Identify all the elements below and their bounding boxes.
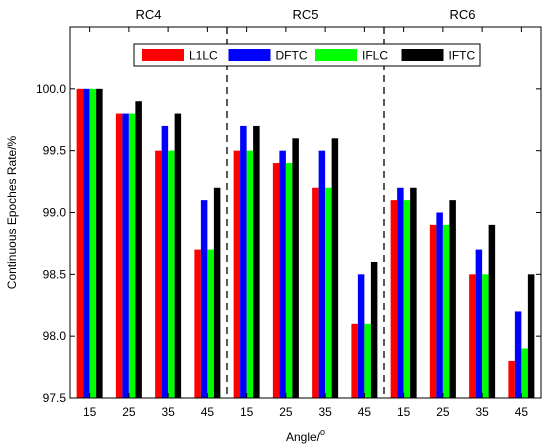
bar-iftc-45 (213, 187, 221, 398)
bar-iftc-15 (253, 125, 260, 399)
y-tick-label: 99.0 (43, 206, 67, 220)
bar-l1lc-35 (155, 150, 162, 398)
x-axis-title-superscript: o (320, 427, 325, 437)
x-tick-label: 25 (122, 405, 136, 419)
bar-iftc-35 (174, 113, 182, 398)
bar-l1lc-35 (312, 187, 319, 398)
bar-iflc-15 (246, 150, 254, 398)
bar-l1lc-25 (115, 113, 123, 398)
y-tick-label: 98.5 (43, 267, 67, 281)
bar-iflc-35 (482, 274, 489, 398)
bar-l1lc-45 (508, 360, 515, 398)
bar-iflc-45 (207, 249, 214, 398)
bar-l1lc-15 (390, 200, 398, 398)
bar-l1lc-45 (351, 323, 358, 398)
group-label-rc4: RC4 (135, 7, 161, 22)
x-tick-label: 45 (358, 405, 372, 419)
x-tick-label: 15 (397, 405, 411, 419)
legend-box (133, 43, 481, 67)
axes: RC4 RC5 RC6 97.5 98.0 98.5 99.0 99.5 100.0 15 25 35… (36, 7, 541, 419)
legend-swatch-iflc (315, 49, 357, 61)
bar-l1lc-35 (469, 274, 476, 398)
bar-iflc-25 (285, 163, 293, 398)
bar-dftc-15 (397, 187, 404, 398)
bar-l1lc-45 (194, 249, 201, 398)
bar-dftc-25 (436, 212, 443, 398)
bar-iflc-35 (325, 187, 332, 398)
plot-area (76, 88, 535, 399)
bar-dftc-45 (514, 311, 522, 398)
group-label-rc6: RC6 (449, 7, 475, 22)
bar-iftc-25 (135, 101, 142, 398)
y-tick-label: 97.5 (43, 391, 67, 405)
legend-label-l1lc: L1LC (189, 49, 218, 63)
x-tick-label: 35 (475, 405, 489, 419)
bar-iflc-45 (521, 348, 528, 398)
group-label-rc5: RC5 (292, 7, 318, 22)
bar-iftc-25 (449, 200, 456, 398)
legend-swatch-iftc (401, 49, 444, 61)
legend-swatch-l1lc (142, 49, 184, 61)
bar-iftc-35 (488, 224, 496, 398)
x-tick-label: 45 (515, 405, 529, 419)
bar-l1lc-15 (233, 150, 241, 398)
x-axis-title: Angle/o (286, 427, 325, 444)
bar-iflc-15 (403, 200, 411, 398)
bar-iflc-25 (128, 113, 136, 398)
bar-iftc-35 (331, 138, 339, 399)
bar-l1lc-15 (76, 88, 84, 398)
x-axis-title-text: Angle/ (286, 430, 321, 444)
x-tick-label: 25 (436, 405, 450, 419)
y-tick-label: 100.0 (36, 82, 66, 96)
bar-iflc-15 (89, 88, 97, 398)
bar-dftc-35 (318, 150, 326, 398)
legend-label-iflc: IFLC (362, 49, 388, 63)
bar-iftc-25 (292, 138, 299, 399)
bar-dftc-35 (161, 125, 169, 399)
bar-iflc-45 (364, 323, 371, 398)
bar-l1lc-25 (429, 224, 437, 398)
bar-dftc-25 (122, 113, 129, 398)
bar-dftc-45 (200, 200, 208, 398)
y-axis-title: Continuous Epoches Rate/% (5, 135, 19, 289)
x-tick-label: 35 (318, 405, 332, 419)
x-tick-label: 15 (83, 405, 97, 419)
legend-label-iftc: IFTC (449, 49, 476, 63)
bar-iflc-25 (442, 224, 450, 398)
legend: L1LC DFTC IFLC IFTC (133, 43, 481, 67)
bar-dftc-35 (475, 249, 483, 398)
y-tick-label: 98.0 (43, 329, 67, 343)
bar-iftc-45 (370, 261, 378, 398)
bar-dftc-25 (279, 150, 286, 398)
bar-dftc-15 (240, 125, 247, 399)
bar-iftc-15 (410, 187, 417, 398)
legend-swatch-dftc (228, 49, 271, 61)
legend-label-dftc: DFTC (276, 49, 308, 63)
y-tick-label: 99.5 (43, 144, 67, 158)
bar-l1lc-25 (272, 163, 280, 398)
x-tick-label: 45 (201, 405, 215, 419)
bar-iftc-15 (96, 88, 103, 398)
bar-dftc-15 (83, 88, 90, 398)
x-tick-label: 35 (161, 405, 175, 419)
x-tick-label: 15 (240, 405, 254, 419)
bar-iflc-35 (168, 150, 175, 398)
bar-dftc-45 (357, 274, 365, 398)
bar-iftc-45 (527, 274, 535, 398)
x-tick-label: 25 (279, 405, 293, 419)
